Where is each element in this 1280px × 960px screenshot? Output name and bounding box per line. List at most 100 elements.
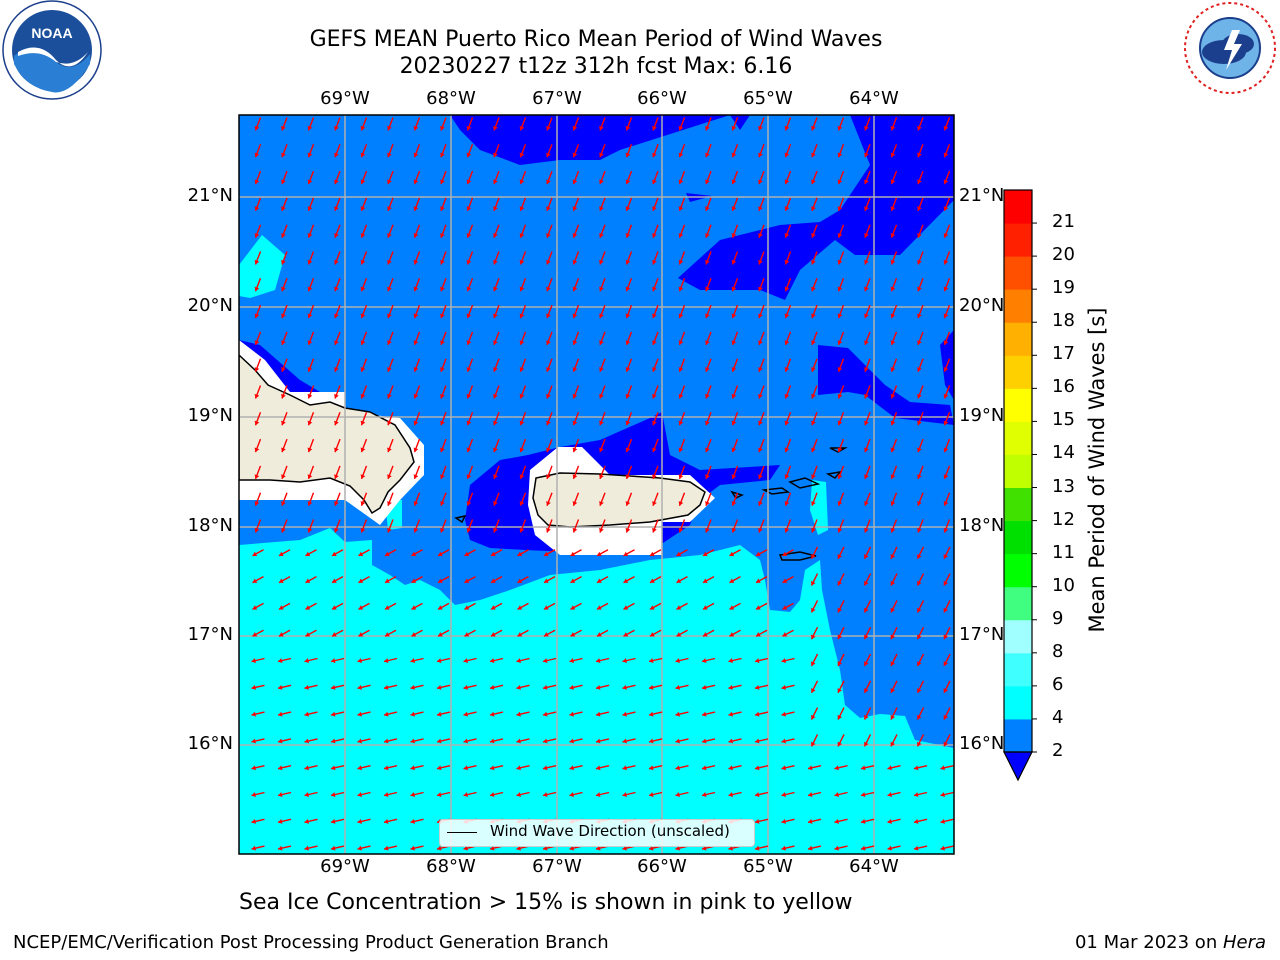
wave-direction-arrow [519,251,527,265]
wave-direction-arrow [595,711,610,717]
wave-direction-arrow [436,684,451,690]
wave-direction-arrow [864,144,871,158]
wave-direction-arrow [440,224,447,238]
wave-direction-arrow [811,438,818,453]
wave-direction-arrow [387,278,394,292]
wave-direction-arrow [758,278,765,292]
wave-direction-arrow [330,791,345,798]
wave-direction-arrow [811,358,818,372]
wave-direction-arrow [834,845,848,851]
wave-direction-arrow [572,144,580,158]
wave-period-4-6-northwest [239,235,285,298]
wave-direction-arrow [916,600,925,613]
wave-direction-arrow [758,197,765,212]
wave-direction-arrow [811,331,818,346]
wave-direction-arrow [437,575,450,584]
colorbar-tick-label: 19 [1052,277,1075,299]
lat-tick-label-right: 20°N [959,295,1005,316]
colorbar-segment [1004,421,1032,455]
wave-direction-arrow [649,602,662,611]
wave-direction-arrow [413,224,421,238]
wave-direction-arrow [837,492,845,506]
wave-direction-arrow [652,197,659,212]
wave-direction-arrow [334,358,341,372]
wave-direction-arrow [334,412,341,426]
wave-direction-arrow [517,549,529,557]
wave-direction-arrow [252,549,264,557]
colorbar-tick-label: 18 [1052,310,1075,332]
wave-direction-arrow [863,546,872,560]
wave-direction-arrow [625,144,633,158]
wave-direction-arrow [916,626,925,640]
wave-direction-arrow [358,602,370,611]
wave-direction-arrow [625,385,633,399]
wave-direction-arrow [281,144,288,158]
wave-direction-arrow [837,465,845,480]
wave-direction-arrow [705,224,712,238]
wave-direction-arrow [493,224,500,238]
wave-direction-arrow [572,385,580,399]
wave-direction-arrow [784,492,792,506]
wave-direction-arrow [334,224,341,238]
wave-direction-arrow [546,117,553,131]
wave-direction-arrow [596,602,609,611]
wave-direction-arrow [678,144,686,158]
wave-direction-arrow [595,684,610,690]
wave-direction-arrow [890,680,898,694]
wave-direction-arrow [281,251,288,265]
wave-direction-arrow [596,629,609,637]
wave-period-0-2-east [818,345,954,425]
wave-direction-arrow [943,600,951,613]
wave-direction-arrow [595,657,610,664]
wave-direction-arrow [437,549,450,557]
wave-direction-arrow [307,251,315,265]
wave-direction-arrow [781,818,795,824]
wave-direction-arrow [466,519,474,533]
wave-direction-arrow [413,117,421,131]
colorbar-segment [1004,685,1032,720]
wave-direction-arrow [254,251,262,265]
colorbar-segment [1004,355,1032,389]
wave-direction-arrow [731,492,739,506]
wave-direction-arrow [623,629,635,637]
wave-direction-arrow [943,251,951,265]
wave-direction-arrow [676,575,688,584]
wave-direction-arrow [307,385,315,399]
colorbar [1003,189,1037,782]
wave-direction-arrow [864,412,871,426]
colorbar-segment [1004,718,1032,753]
wave-direction-arrow [599,117,606,131]
lon-tick-label-bottom: 66°W [637,856,687,877]
wave-direction-arrow [519,144,527,158]
wave-direction-arrow [493,144,500,158]
wave-direction-arrow [652,412,659,426]
wave-direction-arrow [758,304,765,319]
wave-direction-arrow [357,657,371,664]
wave-direction-arrow [701,684,716,690]
wave-direction-arrow [493,358,500,372]
wave-direction-arrow [251,818,265,824]
wave-direction-arrow [387,358,394,372]
wave-direction-arrow [254,385,262,399]
wave-direction-arrow [678,358,686,372]
wave-direction-arrow [440,438,447,453]
wave-direction-arrow [413,331,421,346]
wave-direction-arrow [807,765,822,771]
wave-direction-arrow [625,492,633,506]
wave-direction-arrow [652,492,659,506]
wave-direction-arrow [357,818,371,824]
wave-direction-arrow [837,734,845,747]
wave-direction-arrow [837,358,845,372]
footer-branch: NCEP/EMC/Verification Post Processing Pr… [13,932,609,953]
wave-direction-arrow [754,765,769,771]
wave-direction-arrow [731,278,739,292]
wave-direction-arrow [625,197,633,212]
wave-direction-arrow [595,765,610,771]
wave-direction-arrow [943,626,951,640]
wave-direction-arrow [890,385,898,399]
wave-direction-arrow [599,170,606,185]
wave-direction-arrow [307,358,315,372]
wave-direction-arrow [383,684,398,690]
wave-direction-arrow [625,438,633,453]
wave-direction-arrow [890,412,898,426]
